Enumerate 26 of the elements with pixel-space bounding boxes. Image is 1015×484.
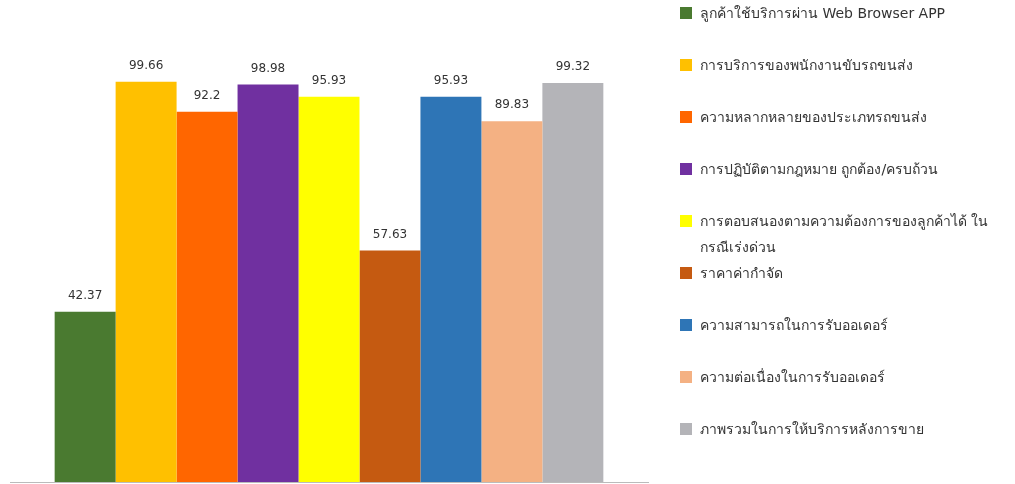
data-label: 42.37 (67, 287, 103, 302)
legend-label: การบริการของพนักงานขับรถขนส่ง (700, 56, 913, 75)
data-label: 99.32 (555, 59, 591, 74)
legend-label: ความหลากหลายของประเภทรถขนส่ง (700, 108, 927, 127)
data-label: 92.2 (193, 87, 221, 102)
legend-label: ความต่อเนื่องในการรับออเดอร์ (700, 367, 885, 387)
data-label: 89.83 (494, 97, 530, 112)
legend-label: ภาพรวมในการให้บริการหลังการขาย (700, 420, 924, 439)
data-label: 95.93 (311, 72, 347, 87)
data-label: 95.93 (433, 72, 469, 87)
bar (481, 121, 543, 482)
bar (115, 81, 177, 482)
legend-label: ลูกค้าใช้บริการผ่าน Web Browser APP (700, 4, 946, 24)
data-label: 98.98 (250, 60, 286, 75)
legend-label: ราคาค่ากำจัด (700, 264, 783, 283)
bar (420, 96, 482, 482)
bar (237, 84, 299, 482)
legend-label: การตอบสนองตามความต้องการของลูกค้าได้ ในกรณีเร่งด่วน (700, 212, 990, 257)
data-label: 99.66 (128, 57, 164, 72)
bar (54, 311, 116, 482)
bar (298, 96, 360, 482)
legend-label: การปฏิบัติตามกฎหมาย ถูกต้อง/ครบถ้วน (700, 160, 939, 180)
data-label: 57.63 (372, 226, 408, 241)
bar (176, 111, 238, 482)
legend-label: ความสามารถในการรับออเดอร์ (700, 316, 888, 335)
bar (359, 250, 421, 482)
